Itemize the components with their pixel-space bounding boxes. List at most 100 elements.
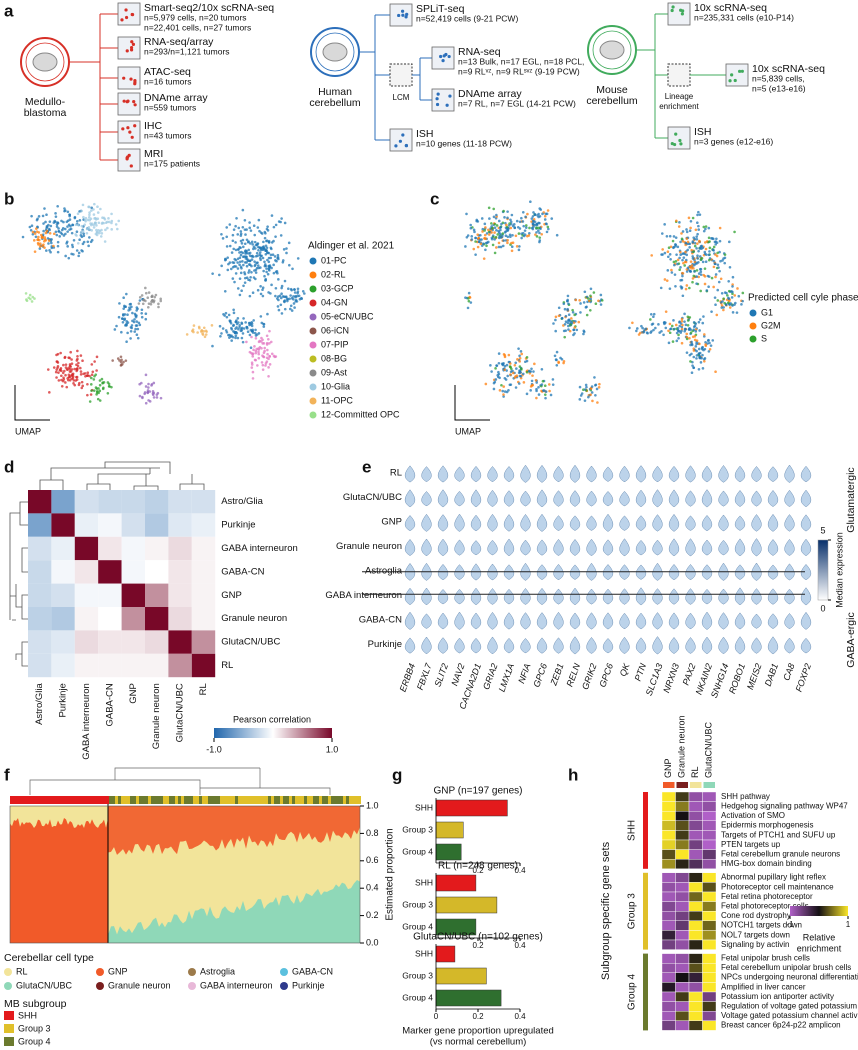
cell-point <box>42 243 45 246</box>
heat-cell <box>74 536 99 561</box>
cell-point <box>505 369 508 372</box>
violin <box>520 514 531 532</box>
icon-dot <box>740 69 744 73</box>
item-text: n=175 patients <box>144 158 200 168</box>
row-label: Amplified in liver cancer <box>721 982 806 991</box>
cell-point <box>719 277 723 281</box>
icon-dot <box>401 13 405 17</box>
cell-point <box>52 232 56 236</box>
cell-point <box>697 224 700 228</box>
cell-point <box>714 273 718 276</box>
cell-point <box>731 290 734 294</box>
cell-point <box>37 235 40 239</box>
cell-point <box>248 226 252 230</box>
cell-point <box>267 251 271 255</box>
cell-point <box>146 305 150 309</box>
cell-point <box>517 382 521 385</box>
cell-point <box>685 237 689 240</box>
heat-cell <box>121 490 145 514</box>
violin <box>784 613 795 630</box>
cell-point <box>689 260 693 263</box>
heat-cell <box>675 1001 690 1012</box>
cell-point <box>62 378 66 381</box>
cell-point <box>563 335 566 339</box>
heat-cell <box>28 583 52 607</box>
gene-label: GPC6 <box>531 662 549 688</box>
cell-point <box>105 220 109 224</box>
violin <box>652 465 663 483</box>
cell-point <box>704 225 708 228</box>
cell-point <box>243 272 247 276</box>
cell-point <box>659 286 663 290</box>
cell-point <box>63 356 67 360</box>
cell-point <box>481 230 484 233</box>
cell-point <box>114 223 118 226</box>
violin <box>536 464 548 483</box>
cell-point <box>239 253 243 257</box>
cell-point <box>530 367 533 371</box>
cell-point <box>268 329 271 333</box>
cell-point <box>678 256 681 260</box>
organ-icon <box>32 52 58 72</box>
cell-point <box>81 249 84 253</box>
heat-cell <box>675 882 690 893</box>
cell-point <box>251 352 254 356</box>
cell-point <box>258 253 261 256</box>
violin <box>470 514 482 532</box>
cell-point <box>131 311 134 315</box>
gene-label: GRIK2 <box>580 662 599 691</box>
violin <box>619 465 630 483</box>
cell-point <box>525 392 529 396</box>
cell-point <box>86 371 90 375</box>
cell-point <box>679 250 682 254</box>
gene-label: PAX2 <box>681 662 698 686</box>
cell-point <box>484 382 488 386</box>
subgroup-strip <box>55 796 58 804</box>
cell-point <box>226 256 229 259</box>
cell-point <box>537 215 540 219</box>
cell-point <box>237 327 240 331</box>
cell-point <box>499 228 502 232</box>
legend-swatch <box>96 982 104 990</box>
cell-point <box>280 217 283 220</box>
cell-point <box>487 233 491 236</box>
subgroup-strip <box>196 796 199 804</box>
cell-point <box>505 363 509 367</box>
heat-cell <box>28 490 52 514</box>
cell-point <box>135 333 139 336</box>
cell-point <box>136 327 140 331</box>
cell-point <box>296 290 300 293</box>
cell-point <box>149 302 153 306</box>
cell-point <box>95 391 99 394</box>
cell-point <box>689 219 693 223</box>
cell-point <box>94 216 97 220</box>
legend-swatch <box>280 982 288 990</box>
gene-label: PTN <box>633 662 649 683</box>
cell-point <box>296 287 300 291</box>
cell-point <box>124 359 128 362</box>
icon-dot <box>129 77 133 81</box>
cell-point <box>678 324 682 328</box>
cell-point <box>234 327 237 330</box>
cell-point <box>89 376 93 380</box>
cell-point <box>680 286 684 289</box>
cell-point <box>278 294 282 298</box>
heat-cell <box>145 607 169 631</box>
cell-point <box>293 306 296 309</box>
subgroup-strip <box>295 796 298 804</box>
colorbar-tick-label: 1.0 <box>326 744 339 754</box>
cell-point <box>267 241 271 244</box>
cell-point <box>69 350 72 354</box>
heat-cell <box>74 630 99 654</box>
cell-point <box>682 252 685 255</box>
cell-point <box>695 357 698 360</box>
cell-point <box>663 278 667 281</box>
cell-point <box>93 374 96 378</box>
violin <box>569 515 581 531</box>
cell-point <box>698 318 702 321</box>
cell-point <box>87 244 90 248</box>
violin <box>635 515 647 531</box>
item-text: DNAme array <box>144 92 208 104</box>
cell-point <box>90 238 94 242</box>
subgroup-strip <box>52 796 55 804</box>
